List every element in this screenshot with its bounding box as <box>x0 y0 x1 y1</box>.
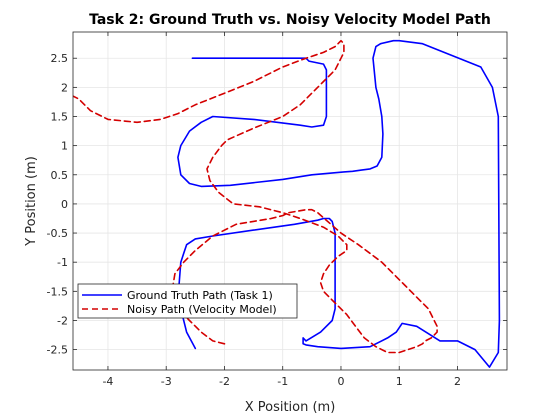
chart-title: Task 2: Ground Truth vs. Noisy Velocity … <box>89 12 491 28</box>
y-tick-label: -2 <box>57 314 68 327</box>
legend-label-ground-truth: Ground Truth Path (Task 1) <box>127 289 273 302</box>
y-tick-label: -1.5 <box>47 285 68 298</box>
series-line-noisy <box>73 39 438 354</box>
x-tick-label: -4 <box>102 375 113 388</box>
y-tick-label: 0 <box>61 198 68 211</box>
plot-area-frame <box>72 31 508 371</box>
y-tick-label: 1 <box>61 140 68 153</box>
plot-area-background <box>73 32 507 370</box>
x-tick-label: 0 <box>337 375 344 388</box>
x-tick-label: 2 <box>454 375 461 388</box>
y-tick-label: -2.5 <box>47 344 68 357</box>
x-tick-label: 1 <box>396 375 403 388</box>
legend-box <box>77 283 298 319</box>
legend: Ground Truth Path (Task 1) Noisy Path (V… <box>77 283 298 319</box>
x-tick-label: -2 <box>219 375 230 388</box>
axis-ticks: -4 -3 -2 -1 0 1 2 -2.5 -2 -1.5 -1 -0.5 0 0.5 1 1.5 2 2.5 <box>47 32 507 388</box>
x-axis-label: X Position (m) <box>245 400 336 415</box>
x-tick-label: -3 <box>161 375 172 388</box>
y-tick-label: -0.5 <box>47 227 68 240</box>
y-tick-label: 2.5 <box>51 52 69 65</box>
series-line-ground-truth <box>177 39 501 368</box>
y-tick-label: 1.5 <box>51 111 69 124</box>
y-tick-label: 0.5 <box>51 169 69 182</box>
y-axis-label: Y Position (m) <box>24 156 39 247</box>
data-series <box>73 39 501 368</box>
y-tick-label: 2 <box>61 81 68 94</box>
x-tick-label: -1 <box>277 375 288 388</box>
legend-label-noisy: Noisy Path (Velocity Model) <box>127 303 277 316</box>
y-tick-label: -1 <box>57 256 68 269</box>
